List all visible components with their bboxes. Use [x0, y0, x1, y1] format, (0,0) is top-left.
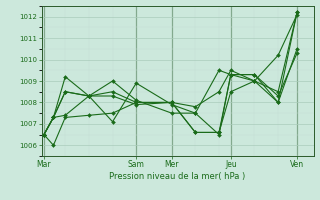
X-axis label: Pression niveau de la mer( hPa ): Pression niveau de la mer( hPa )	[109, 172, 246, 181]
